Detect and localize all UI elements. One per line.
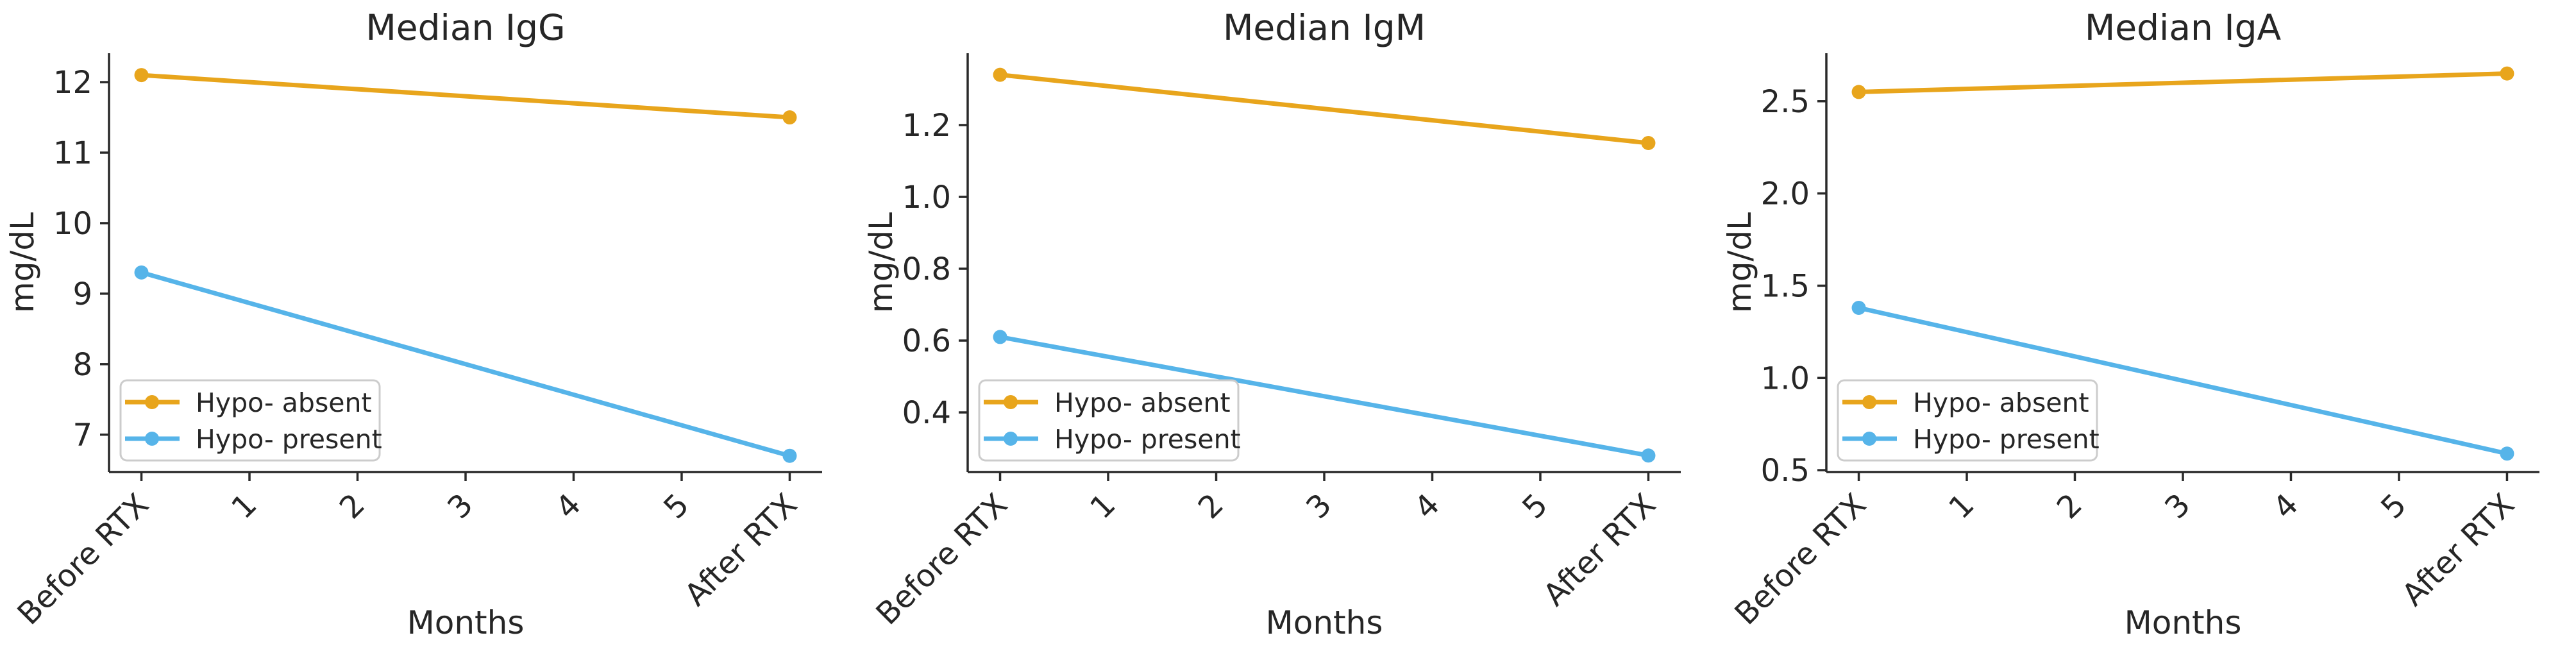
chart-title: Median IgA [2085,7,2282,48]
x-tick-label: 1 [1942,487,1981,526]
x-tick-label: 3 [2158,487,2197,526]
y-tick-label: 1.0 [1761,360,1810,396]
legend-marker [145,432,159,446]
data-point-hypo-absent [993,67,1007,82]
legend-label: Hypo- absent [1054,387,1231,418]
data-point-hypo-absent [1641,136,1656,151]
data-point-hypo-absent [782,110,797,125]
data-point-hypo-present [1641,448,1656,463]
y-tick-label: 0.4 [902,395,951,431]
data-point-hypo-present [993,330,1007,344]
data-point-hypo-absent [2500,66,2514,81]
legend-label: Hypo- absent [196,387,372,418]
series-line-hypo-present [1856,305,2509,456]
y-axis-label: mg/dL [4,212,41,313]
y-axis-label: mg/dL [1721,212,1758,313]
legend-box [1837,379,2098,462]
x-tick-label: 3 [441,487,480,526]
x-tick-label: After RTX [1536,487,1663,613]
x-tick-label: 3 [1299,487,1338,526]
legend-marker [145,395,159,409]
x-tick-label: Before RTX [11,487,156,632]
series-line-hypo-absent [998,72,1651,146]
x-tick-label: Before RTX [1728,487,1873,632]
data-point-hypo-present [2500,446,2514,461]
x-axis-label: Months [407,604,525,641]
y-tick-label: 9 [72,276,92,312]
legend-label: Hypo- absent [1913,387,2089,418]
data-point-hypo-absent [134,68,149,83]
data-point-hypo-present [782,448,797,463]
series-line-hypo-present [139,270,792,459]
y-axis-label: mg/dL [863,212,900,313]
data-point-hypo-present [1851,300,1866,315]
y-tick-label: 0.8 [902,251,951,287]
x-tick-label: 4 [1408,487,1447,526]
x-tick-label: 4 [2266,487,2305,526]
y-tick-label: 7 [72,418,92,453]
x-tick-label: 5 [2374,487,2413,526]
y-tick-label: 11 [53,135,92,171]
x-tick-label: Before RTX [870,487,1014,632]
x-tick-label: 1 [1083,487,1122,526]
y-tick-label: 12 [53,65,92,101]
data-point-hypo-absent [1851,85,1866,99]
legend-marker [1862,432,1876,446]
y-tick-label: 0.6 [902,323,951,359]
legend-label: Hypo- present [1054,424,1241,455]
y-tick-label: 1.2 [902,108,951,144]
x-tick-label: 2 [333,487,372,526]
y-tick-label: 0.5 [1761,453,1810,489]
x-tick-label: After RTX [2395,487,2521,613]
legend-marker [1004,395,1018,409]
legend-marker [1004,432,1018,446]
y-tick-label: 2.0 [1761,176,1810,212]
y-tick-label: 8 [72,347,92,383]
x-tick-label: 5 [657,487,696,526]
legend-label: Hypo- present [1913,424,2100,455]
x-tick-label: 5 [1515,487,1554,526]
data-point-hypo-present [134,265,149,280]
y-tick-label: 10 [53,206,92,242]
chart-title: Median IgM [1223,7,1426,48]
series-line-hypo-absent [1856,71,2509,94]
x-tick-label: 1 [224,487,264,526]
series-line-hypo-present [998,334,1651,458]
chart-median-igg: 7 8 9 10 11 12 Before RTX 1 2 3 4 5 After RTX Median … [0,0,859,667]
legend-box [119,379,381,462]
x-tick-label: 2 [2050,487,2089,526]
chart-median-iga: 0.5 1.0 1.5 2.0 2.5 Before RTX 1 2 3 4 5 After RTX M… [1717,0,2576,667]
x-axis-label: Months [1266,604,1383,641]
y-tick-label: 1.0 [902,180,951,215]
series-line-hypo-absent [139,72,792,120]
y-tick-label: 1.5 [1761,268,1810,304]
x-tick-label: 2 [1191,487,1231,526]
x-tick-label: After RTX [678,487,804,613]
x-tick-label: 4 [549,487,588,526]
legend-label: Hypo- present [196,424,382,455]
legend-box [978,379,1240,462]
legend-marker [1862,395,1876,409]
x-axis-label: Months [2125,604,2242,641]
chart-title: Median IgG [366,7,565,48]
chart-median-igm: 0.4 0.6 0.8 1.0 1.2 Before RTX 1 2 3 4 5 After RTX M… [859,0,1717,667]
y-tick-label: 2.5 [1761,84,1810,120]
